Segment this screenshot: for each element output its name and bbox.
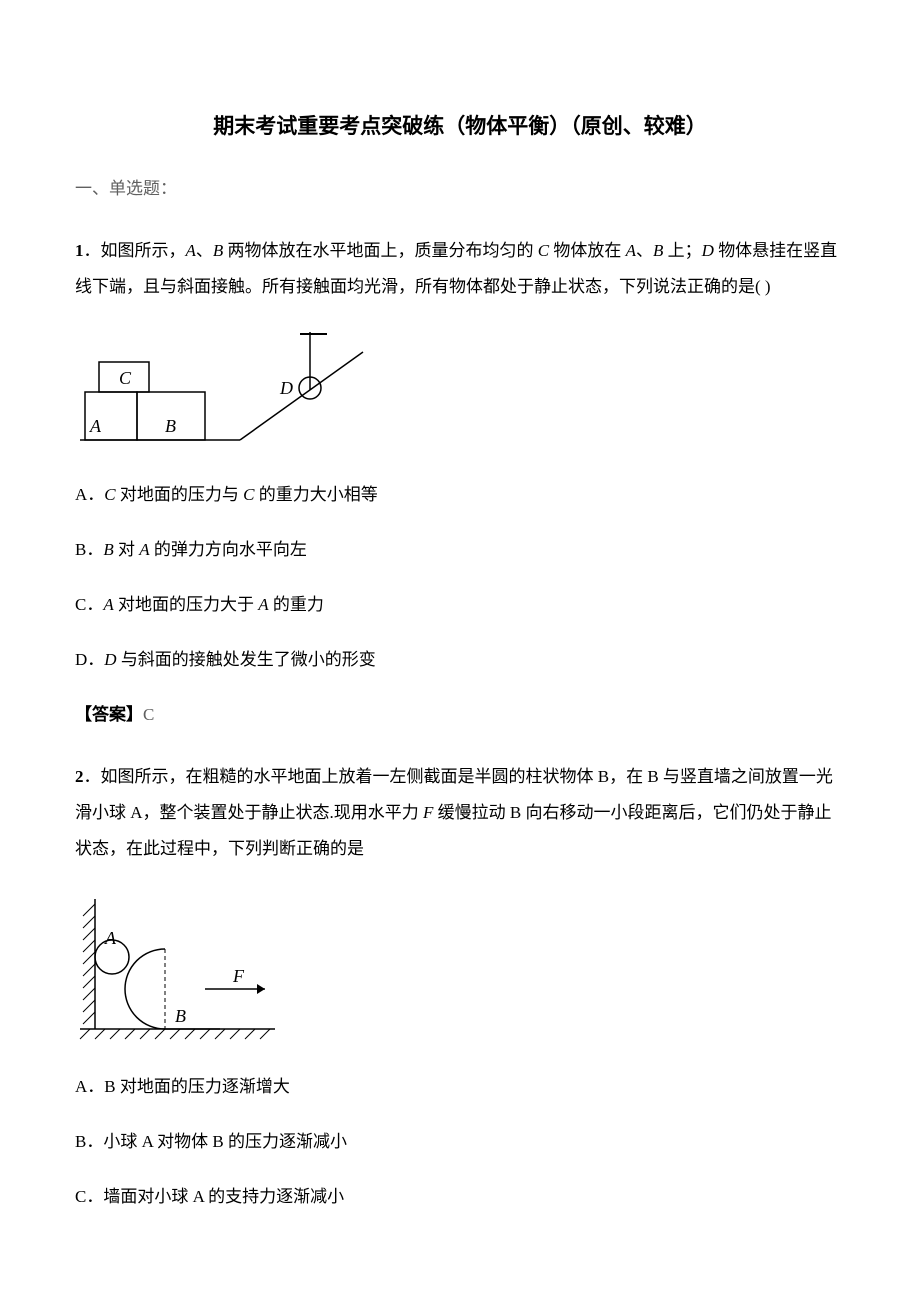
t: B． bbox=[75, 540, 103, 559]
t: 上； bbox=[663, 241, 701, 260]
t: 、 bbox=[196, 241, 213, 260]
q1-diagram-svg: C A B D bbox=[75, 332, 365, 452]
t: B bbox=[213, 241, 223, 260]
label-b2: B bbox=[175, 1006, 186, 1026]
q2-num: 2 bbox=[75, 767, 84, 786]
q2-option-a: A．B 对地面的压力逐渐增大 bbox=[75, 1072, 845, 1097]
t: 与斜面的接触处发生了微小的形变 bbox=[117, 650, 376, 669]
t: A bbox=[139, 540, 149, 559]
q1-stem: 1．如图所示，A、B 两物体放在水平地面上，质量分布均匀的 C 物体放在 A、B… bbox=[75, 233, 845, 304]
q2-figure: A B F bbox=[75, 894, 845, 1044]
q1-figure: C A B D bbox=[75, 332, 845, 452]
t: 对地面的压力大于 bbox=[114, 595, 259, 614]
t: 的重力大小相等 bbox=[254, 485, 377, 504]
t: 对 bbox=[114, 540, 140, 559]
page-title: 期末考试重要考点突破练（物体平衡）（原创、较难） bbox=[75, 110, 845, 140]
t: D． bbox=[75, 650, 104, 669]
t: 两物体放在水平地面上，质量分布均匀的 bbox=[223, 241, 538, 260]
t: A bbox=[103, 595, 113, 614]
t: 、 bbox=[636, 241, 653, 260]
t: C bbox=[104, 485, 115, 504]
q1-option-a: A．C 对地面的压力与 C 的重力大小相等 bbox=[75, 480, 845, 505]
t: C bbox=[243, 485, 254, 504]
answer-label: 【答案】 bbox=[75, 705, 143, 724]
t: B bbox=[653, 241, 663, 260]
t: 的弹力方向水平向左 bbox=[150, 540, 307, 559]
q1-option-c: C．A 对地面的压力大于 A 的重力 bbox=[75, 590, 845, 615]
q1-answer: 【答案】C bbox=[75, 700, 845, 725]
q2-diagram-svg: A B F bbox=[75, 894, 285, 1044]
q1-option-d: D．D 与斜面的接触处发生了微小的形变 bbox=[75, 645, 845, 670]
q1-option-b: B．B 对 A 的弹力方向水平向左 bbox=[75, 535, 845, 560]
t: 物体放在 bbox=[549, 241, 626, 260]
label-c: C bbox=[119, 368, 132, 388]
t: B bbox=[103, 540, 113, 559]
t: D bbox=[702, 241, 714, 260]
label-a2: A bbox=[104, 928, 117, 948]
label-a: A bbox=[89, 416, 102, 436]
label-f: F bbox=[232, 966, 245, 986]
q2-stem: 2．如图所示，在粗糙的水平地面上放着一左侧截面是半圆的柱状物体 B，在 B 与竖… bbox=[75, 759, 845, 866]
t: F bbox=[423, 803, 433, 822]
t: A． bbox=[75, 485, 104, 504]
section-label: 一、单选题： bbox=[75, 174, 845, 199]
t: A bbox=[186, 241, 196, 260]
t: C． bbox=[75, 595, 103, 614]
answer-value: C bbox=[143, 705, 154, 724]
t: A bbox=[626, 241, 636, 260]
label-d: D bbox=[279, 378, 293, 398]
t: A bbox=[258, 595, 268, 614]
t: 对地面的压力与 bbox=[116, 485, 244, 504]
q2-option-c: C．墙面对小球 A 的支持力逐渐减小 bbox=[75, 1182, 845, 1207]
q1-num: 1 bbox=[75, 241, 84, 260]
q2-option-b: B．小球 A 对物体 B 的压力逐渐减小 bbox=[75, 1127, 845, 1152]
t: 的重力 bbox=[269, 595, 324, 614]
t: ．如图所示， bbox=[84, 241, 186, 260]
t: D bbox=[104, 650, 116, 669]
t: C bbox=[538, 241, 549, 260]
label-b: B bbox=[165, 416, 176, 436]
